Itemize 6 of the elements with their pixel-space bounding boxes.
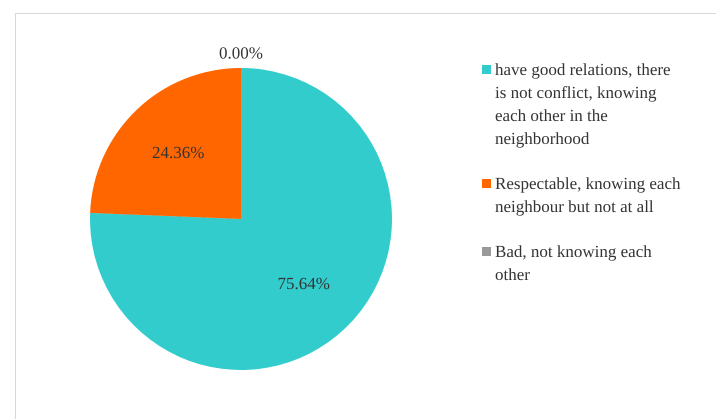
text: 0.00%: [219, 43, 263, 62]
legend-label: Bad, not knowing each other: [494, 241, 653, 286]
data-label: 24.36%: [152, 143, 204, 162]
legend-label: have good relations, there is not conflict, knowing each other in the neighborhood: [494, 59, 672, 150]
legend-label: Respectable, knowing each neighbour but not at all: [494, 173, 682, 218]
data-label: 75.64%: [278, 274, 330, 293]
